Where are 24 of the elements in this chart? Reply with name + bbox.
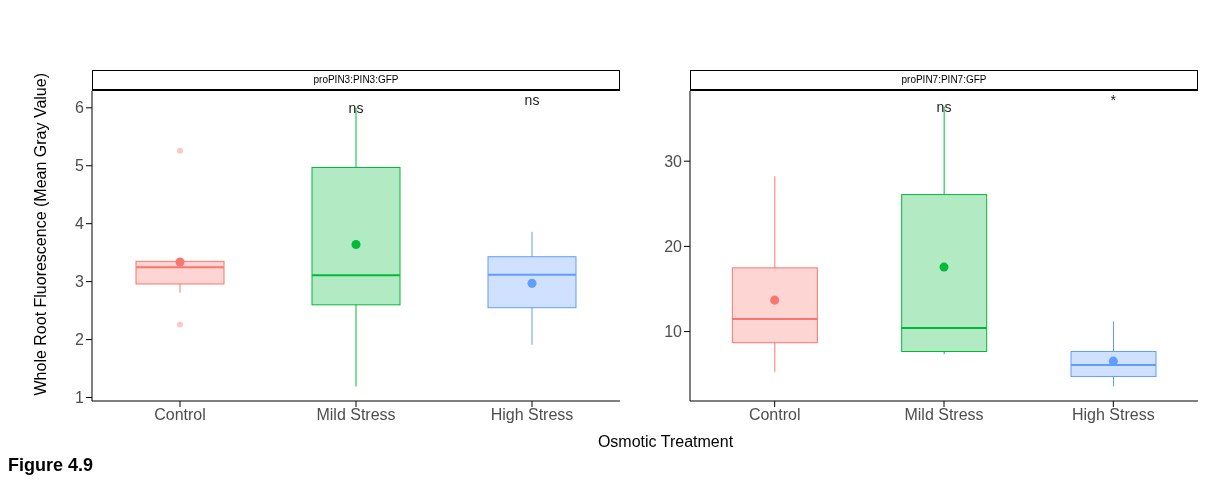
x-tick-label: Control <box>748 406 801 424</box>
y-tick-label: 10 <box>664 323 683 341</box>
y-tick-label: 2 <box>75 331 85 349</box>
y-tick-label: 4 <box>75 215 85 233</box>
x-axis-title: Osmotic Treatment <box>596 433 735 451</box>
y-tick-label: 20 <box>664 238 683 256</box>
y-tick-label: 1 <box>75 389 85 407</box>
y-tick-label: 5 <box>75 157 85 175</box>
y-axis-title: Whole Root Fluorescence (Mean Gray Value) <box>32 72 50 396</box>
x-tick-label: High Stress <box>1071 406 1155 424</box>
annotation: ns <box>524 91 540 108</box>
x-tick-label: Mild Stress <box>316 406 396 424</box>
x-tick-label: Control <box>154 406 206 424</box>
annotation: ns <box>348 99 364 116</box>
caption: Figure 4.9 <box>8 455 95 476</box>
y-tick-label: 6 <box>75 99 85 117</box>
annotation: ns <box>936 98 952 115</box>
x-tick-label: Mild Stress <box>904 406 984 424</box>
x-tick-label: High Stress <box>490 406 574 424</box>
y-tick-label: 3 <box>75 273 85 291</box>
chart-title: proPIN7:PIN7:GFP <box>690 70 1198 91</box>
y-tick-label: 30 <box>664 152 683 170</box>
annotation: * <box>1110 91 1117 108</box>
chart-title: proPIN3:PIN3:GFP <box>92 70 620 91</box>
